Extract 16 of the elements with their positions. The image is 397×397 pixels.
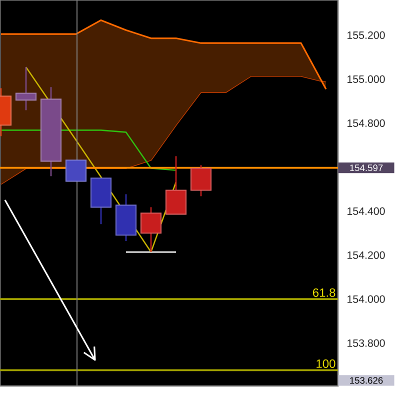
y-tick-label: 155.200	[348, 31, 385, 39]
text: 153.626	[350, 377, 383, 384]
y-tick-label: 154.200	[348, 251, 385, 259]
y-tick-label: 154.800	[348, 119, 385, 127]
candlestick	[65, 160, 87, 182]
y-tick-label: 153.800	[348, 339, 385, 347]
y-tick-label: 154.000	[348, 295, 385, 303]
candlestick	[190, 164, 212, 197]
ref-line-label: 154.597	[350, 164, 383, 172]
candlestick	[165, 155, 187, 215]
candlestick	[140, 206, 162, 253]
y-tick-label: 154.400	[348, 207, 385, 215]
y-tick-label: 155.000	[348, 75, 385, 83]
annotation: 100	[316, 359, 336, 368]
annotation: 61.8	[312, 288, 336, 297]
candlestick	[15, 66, 37, 111]
